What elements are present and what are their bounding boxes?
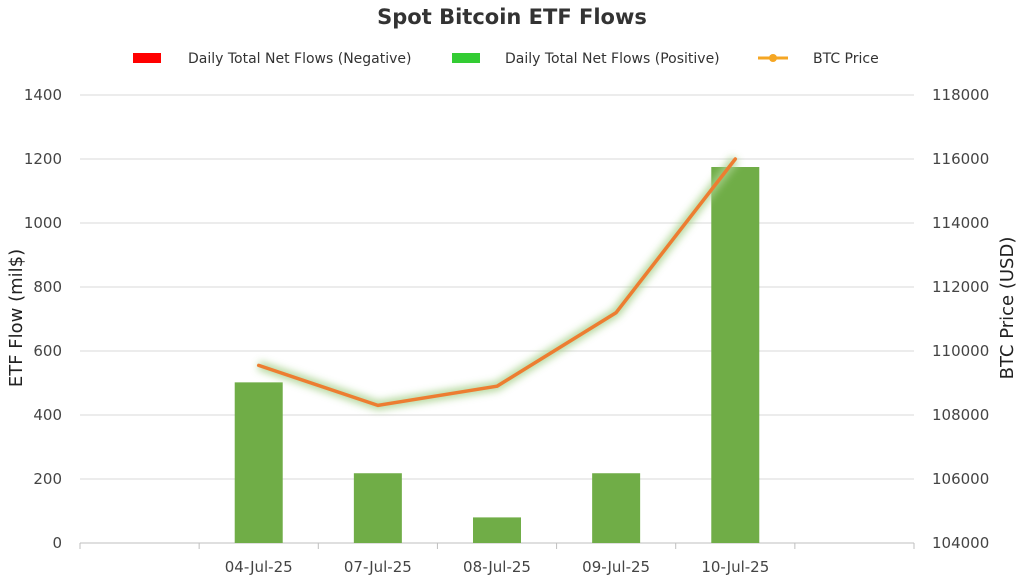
chart-title: Spot Bitcoin ETF Flows [377, 5, 647, 29]
x-tick-label: 07-Jul-25 [344, 558, 412, 576]
y2-tick-label: 110000 [932, 342, 989, 360]
y2-tick-label: 104000 [932, 534, 989, 552]
y2-tick-label: 112000 [932, 278, 989, 296]
y-tick-label: 1000 [24, 214, 62, 232]
legend-label: Daily Total Net Flows (Positive) [505, 51, 720, 67]
y2-tick-label: 108000 [932, 406, 989, 424]
bars [234, 167, 760, 543]
y-tick-label: 1400 [24, 86, 62, 104]
price-line-path [256, 157, 738, 408]
y2-tick-label: 118000 [932, 86, 989, 104]
y2-tick-label: 114000 [932, 214, 989, 232]
axes: 0 200 400 600 800 1000 1200 1400 104000 106000 108… [24, 86, 989, 576]
x-tick-label: 04-Jul-25 [225, 558, 293, 576]
y2-tick-label: 106000 [932, 470, 989, 488]
legend: Daily Total Net Flows (Negative) Daily To… [133, 51, 879, 67]
y-tick-label: 400 [33, 406, 62, 424]
y-axis-title: ETF Flow (mil$) [6, 249, 27, 387]
legend-label: Daily Total Net Flows (Negative) [188, 51, 412, 67]
bar [592, 473, 641, 543]
legend-swatch [133, 53, 161, 63]
x-tick-label: 09-Jul-25 [582, 558, 650, 576]
legend-label: BTC Price [813, 51, 879, 67]
price-line-glow [257, 156, 739, 410]
y-tick-label: 1200 [24, 150, 62, 168]
y2-tick-label: 116000 [932, 150, 989, 168]
bar [353, 473, 402, 543]
x-tick-label: 08-Jul-25 [463, 558, 531, 576]
gridlines [80, 94, 914, 544]
y-tick-label: 0 [52, 534, 62, 552]
bar [711, 167, 760, 543]
y-tick-label: 600 [33, 342, 62, 360]
x-tick-label: 10-Jul-25 [701, 558, 769, 576]
bar [234, 382, 283, 543]
price-line [256, 156, 739, 410]
legend-swatch [452, 53, 480, 63]
y2-axis-title: BTC Price (USD) [997, 237, 1018, 380]
bar [473, 517, 521, 543]
y-tick-label: 800 [33, 278, 62, 296]
legend-marker [769, 54, 777, 62]
y-tick-label: 200 [33, 470, 62, 488]
